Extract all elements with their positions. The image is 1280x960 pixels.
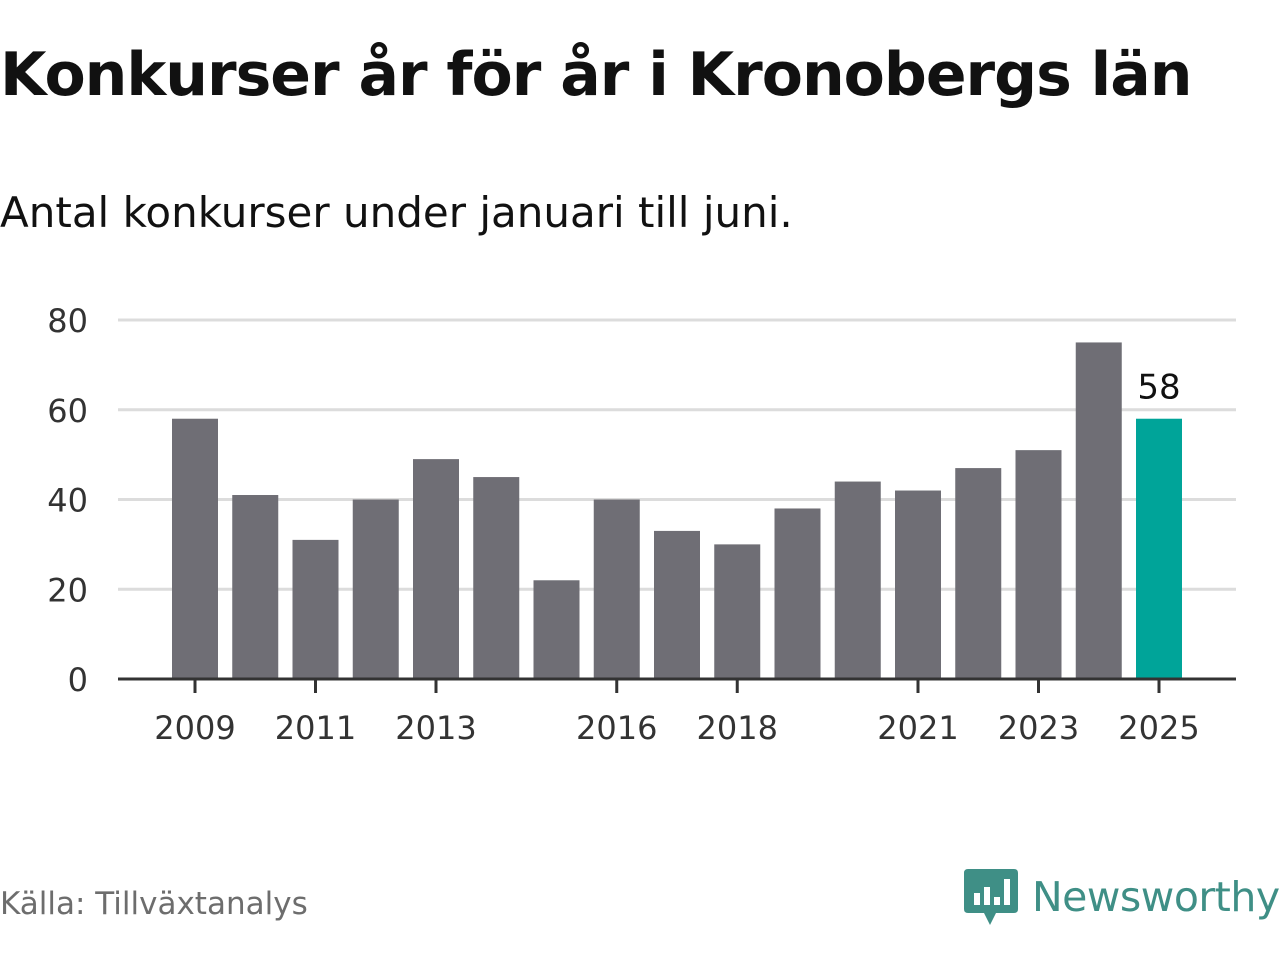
- bar: [714, 544, 761, 679]
- y-tick-labels: 0 20 40 60 80: [47, 302, 88, 699]
- bar: [895, 490, 941, 679]
- bar: [292, 539, 339, 679]
- brand-logo: Newsworthy: [962, 862, 1280, 932]
- y-tick-label: 40: [47, 482, 88, 520]
- bars: [172, 342, 1182, 679]
- y-tick-label: 80: [47, 302, 88, 340]
- x-tick-label: 2011: [275, 709, 356, 747]
- bar: [1075, 342, 1122, 679]
- bar: [172, 418, 218, 679]
- chart-subtitle: Antal konkurser under januari till juni.: [0, 188, 793, 237]
- bar: [834, 481, 881, 679]
- bar: [1015, 450, 1062, 679]
- x-axis: [118, 677, 1236, 693]
- y-tick-label: 20: [47, 571, 88, 609]
- newsworthy-logo-icon: [964, 869, 1018, 925]
- bar: [955, 468, 1002, 679]
- x-tick-label: 2013: [395, 709, 476, 747]
- bar: [774, 508, 821, 679]
- data-labels: 58: [1137, 368, 1180, 408]
- bar: [413, 459, 459, 679]
- y-tick-label: 60: [47, 392, 88, 430]
- chart-title: Konkurser år för år i Kronobergs län: [0, 40, 1192, 110]
- x-tick-label: 2023: [998, 709, 1079, 747]
- bar: [533, 580, 580, 679]
- bar-highlight: [1136, 418, 1182, 679]
- x-tick-label: 2021: [877, 709, 958, 747]
- bar: [232, 495, 279, 679]
- data-label: 58: [1137, 368, 1180, 408]
- bar: [352, 499, 399, 679]
- bar: [593, 499, 640, 679]
- source-note: Källa: Tillväxtanalys: [0, 886, 308, 922]
- x-tick-label: 2025: [1118, 709, 1199, 747]
- bar: [654, 530, 700, 679]
- y-tick-label: 0: [68, 661, 88, 699]
- x-tick-label: 2016: [576, 709, 657, 747]
- bar: [473, 477, 520, 679]
- brand-name: Newsworthy: [1032, 873, 1280, 921]
- x-tick-label: 2018: [697, 709, 778, 747]
- x-tick-label: 2009: [154, 709, 235, 747]
- x-tick-labels: 2009 2011 2013 2016 2018 2021 2023 2025: [154, 709, 1199, 747]
